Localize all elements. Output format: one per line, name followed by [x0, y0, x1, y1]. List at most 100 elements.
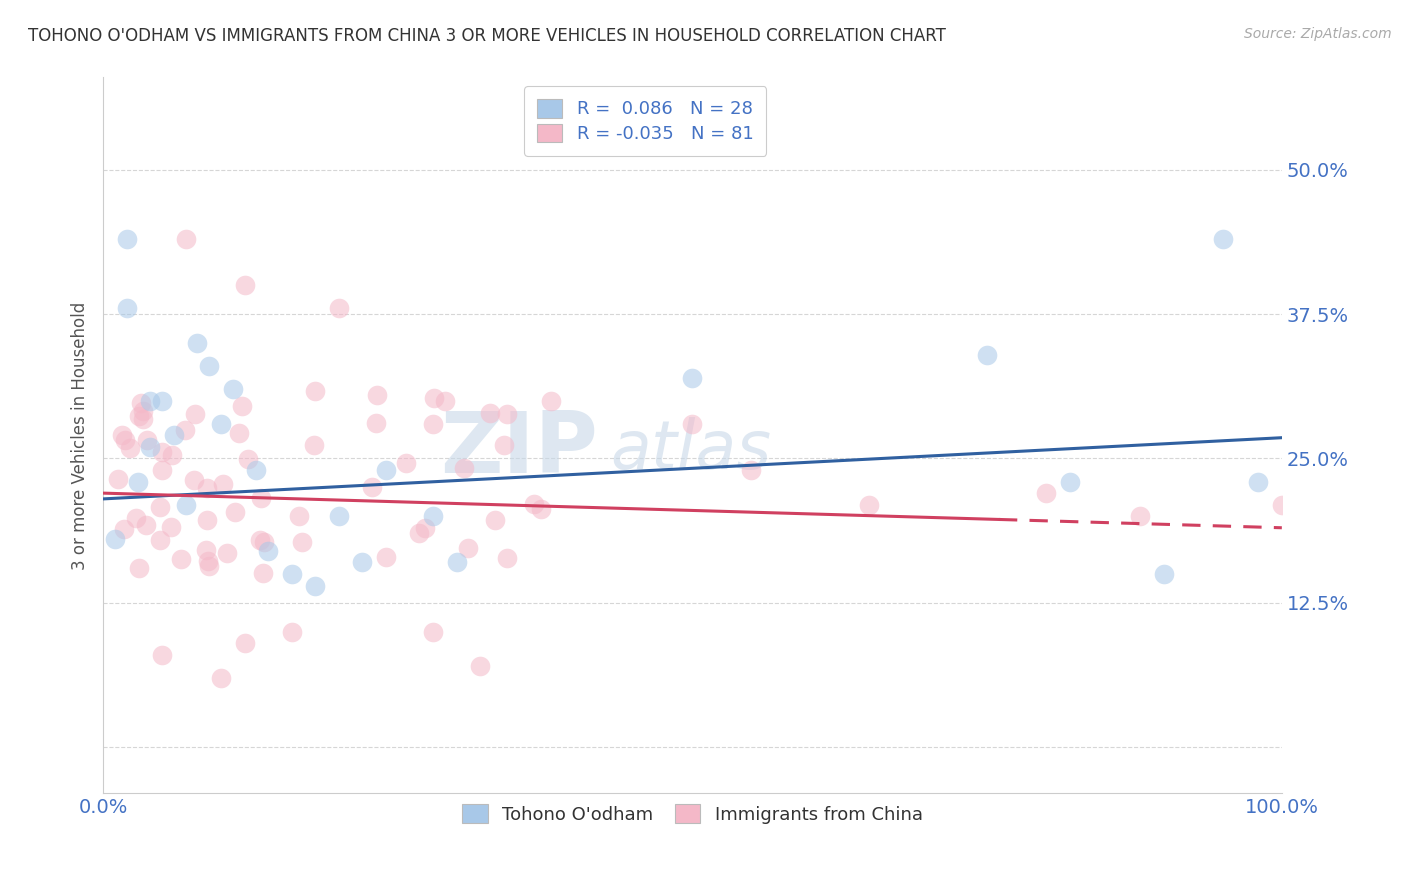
Point [173, 424, 195, 438]
Point [160, 520, 183, 534]
Point [136, 433, 159, 447]
Point [195, 481, 218, 495]
Point [252, 566, 274, 580]
Point [231, 399, 253, 413]
Y-axis label: 3 or more Vehicles in Household: 3 or more Vehicles in Household [72, 301, 89, 569]
Point [209, 417, 232, 431]
Point [150, 393, 173, 408]
Point [280, 624, 302, 639]
Point [224, 505, 246, 519]
Point [149, 500, 172, 514]
Point [125, 510, 148, 524]
Point [374, 549, 396, 564]
Point [174, 232, 197, 246]
Point [209, 671, 232, 685]
Point [375, 463, 398, 477]
Point [280, 566, 302, 581]
Text: atlas: atlas [610, 417, 770, 483]
Point [422, 417, 444, 431]
Point [328, 301, 350, 316]
Point [446, 556, 468, 570]
Point [1059, 475, 1081, 489]
Point [127, 475, 149, 489]
Point [184, 407, 207, 421]
Text: ZIP: ZIP [440, 409, 598, 491]
Point [470, 659, 492, 673]
Point [228, 425, 250, 440]
Point [128, 561, 150, 575]
Point [112, 522, 135, 536]
Point [395, 456, 418, 470]
Point [129, 396, 152, 410]
Point [422, 624, 444, 639]
Point [304, 578, 326, 592]
Point [139, 440, 162, 454]
Point [287, 509, 309, 524]
Point [217, 546, 239, 560]
Text: Source: ZipAtlas.com: Source: ZipAtlas.com [1244, 27, 1392, 41]
Point [186, 336, 208, 351]
Point [132, 404, 155, 418]
Point [162, 449, 184, 463]
Point [134, 518, 156, 533]
Point [118, 441, 141, 455]
Point [682, 417, 704, 431]
Point [496, 407, 519, 421]
Point [415, 521, 437, 535]
Point [212, 476, 235, 491]
Point [150, 463, 173, 477]
Point [197, 559, 219, 574]
Point [457, 541, 479, 556]
Point [170, 551, 193, 566]
Point [1129, 509, 1152, 524]
Point [139, 393, 162, 408]
Point [198, 359, 221, 373]
Point [423, 391, 446, 405]
Point [245, 463, 267, 477]
Point [328, 509, 350, 524]
Point [148, 533, 170, 547]
Point [408, 525, 430, 540]
Point [304, 384, 326, 398]
Point [111, 428, 134, 442]
Point [523, 497, 546, 511]
Point [236, 452, 259, 467]
Point [530, 501, 553, 516]
Point [682, 370, 704, 384]
Point [183, 473, 205, 487]
Point [233, 278, 256, 293]
Point [115, 301, 138, 316]
Point [114, 433, 136, 447]
Point [195, 513, 218, 527]
Point [104, 533, 127, 547]
Point [976, 347, 998, 361]
Point [197, 554, 219, 568]
Point [128, 409, 150, 424]
Point [107, 472, 129, 486]
Point [115, 232, 138, 246]
Point [194, 542, 217, 557]
Point [302, 438, 325, 452]
Point [174, 498, 197, 512]
Point [249, 533, 271, 547]
Point [479, 406, 502, 420]
Point [1035, 486, 1057, 500]
Point [364, 416, 387, 430]
Point [1271, 498, 1294, 512]
Point [858, 498, 880, 512]
Point [163, 428, 186, 442]
Point [496, 550, 519, 565]
Point [484, 513, 506, 527]
Point [291, 535, 314, 549]
Point [494, 438, 516, 452]
Point [360, 480, 382, 494]
Point [1153, 566, 1175, 581]
Point [540, 393, 562, 408]
Point [150, 444, 173, 458]
Point [249, 491, 271, 505]
Legend: Tohono O'odham, Immigrants from China: Tohono O'odham, Immigrants from China [451, 793, 934, 834]
Point [222, 382, 245, 396]
Point [1212, 232, 1234, 246]
Point [453, 461, 475, 475]
Point [352, 556, 374, 570]
